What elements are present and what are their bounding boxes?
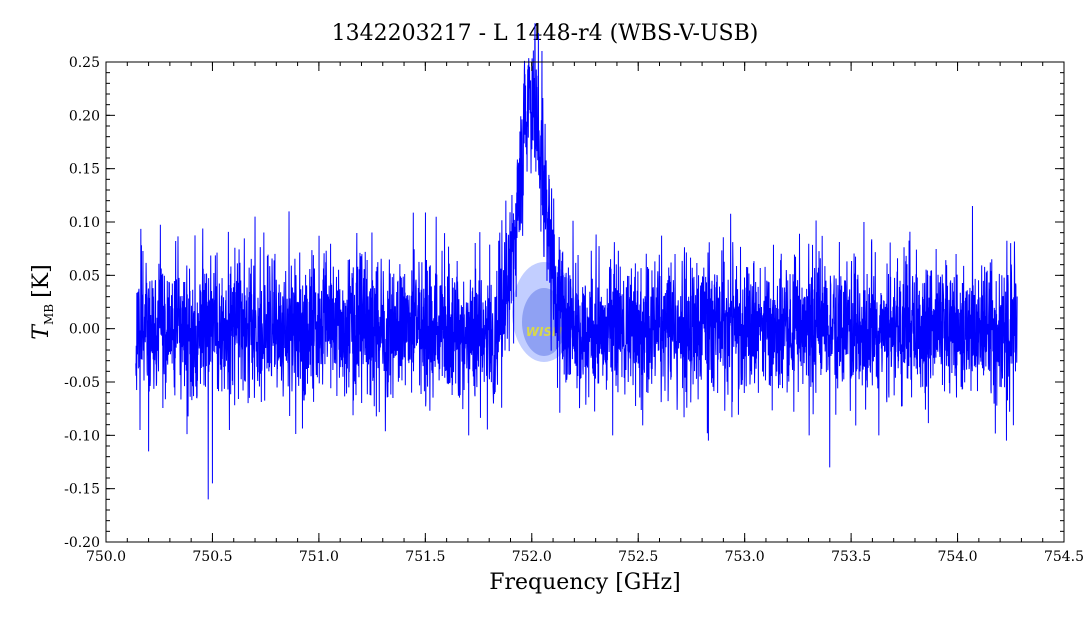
spectrum-series [135,23,1018,500]
y-axis-title-subscript: MB [42,304,56,325]
svg-text:TMB[K]: TMB [K] [29,264,56,339]
y-tick-label: 0.10 [69,215,100,231]
y-tick-label: -0.20 [64,535,100,551]
y-axis-title: TMB [K] [29,264,56,339]
y-axis-ticks: -0.20 -0.15 -0.10 -0.05 0.00 0.05 0.10 0.15 0.20… [64,55,1064,551]
plot-frame [105,61,1065,543]
x-tick-label: 750.0 [86,549,126,565]
x-axis-ticks: 750.0 750.5 751.0 751.5 752.0 752.5 753.0 753.5… [86,62,1084,565]
y-tick-label: 0.20 [69,108,100,124]
y-axis-title-unit: [K] [29,264,54,298]
x-tick-label: 751.0 [299,549,339,565]
y-tick-label: -0.05 [64,375,100,391]
y-tick-label: -0.10 [64,428,100,444]
y-tick-label: 0.15 [69,162,100,178]
y-tick-label: 0.05 [69,268,100,284]
x-tick-label: 754.5 [1044,549,1084,565]
x-tick-label: 751.5 [405,549,445,565]
x-tick-label: 753.0 [725,549,765,565]
x-tick-label: 752.5 [618,549,658,565]
y-tick-label: -0.15 [64,482,100,498]
x-axis-title: Frequency [GHz] [489,570,681,595]
y-axis-title-symbol: T [29,323,54,340]
chart-title: 1342203217 - L 1448-r4 (WBS-V-USB) [332,21,759,46]
x-tick-label: 753.5 [831,549,871,565]
x-tick-label: 752.0 [512,549,552,565]
y-tick-label: 0.00 [69,322,100,338]
x-tick-label: 750.5 [192,549,232,565]
y-tick-label: 0.25 [69,55,100,71]
wish-logo-text: WISH [526,325,562,339]
spectrum-line [135,23,1018,500]
x-tick-label: 754.0 [938,549,978,565]
